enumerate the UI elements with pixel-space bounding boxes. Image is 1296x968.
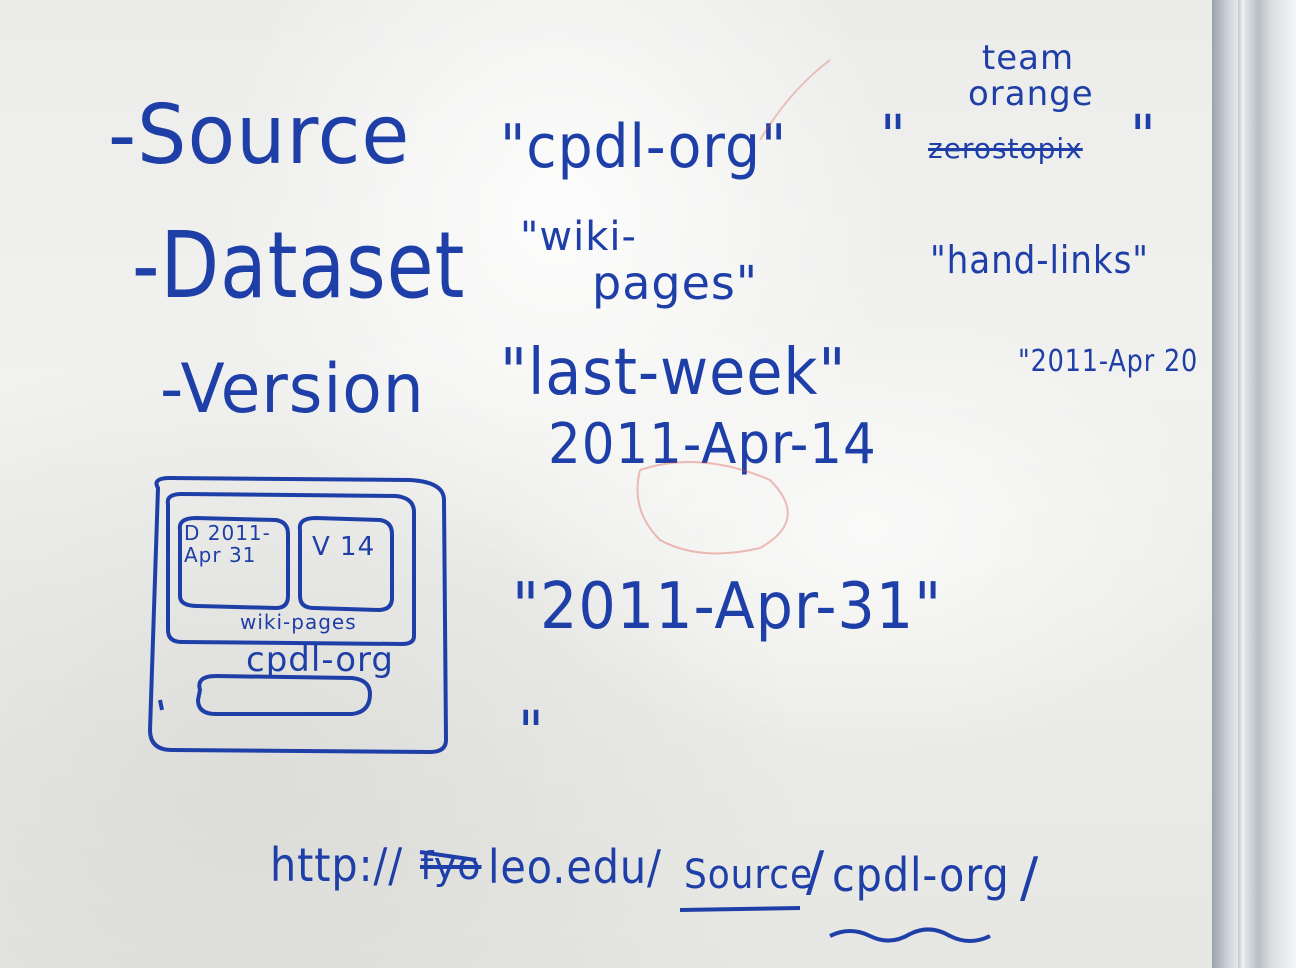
dataset-label: -Dataset [132, 212, 466, 319]
whiteboard-frame [1212, 0, 1296, 968]
version-label: -Version [160, 350, 425, 429]
whiteboard-surface [0, 0, 1240, 968]
source-value-1: "cpdl-org" [500, 112, 788, 182]
dataset-value-1-bottom: pages" [592, 256, 759, 310]
empty-quote: " [518, 700, 545, 765]
source-value-2-quote-close: " [1130, 104, 1157, 169]
dataset-value-2: "hand-links" [930, 238, 1149, 282]
source-value-2-quote-open: " [880, 104, 907, 169]
diagram-dataset-label: wiki-pages [240, 610, 357, 634]
diagram-dataset-box-text: D 2011- Apr 31 [184, 521, 271, 567]
url-host: leo.edu/ [488, 840, 662, 894]
dataset-value-1-top: "wiki- [520, 214, 637, 260]
version-value-1: "last-week" [500, 336, 847, 410]
diagram-source-label: cpdl-org [246, 640, 394, 680]
url-end: / [1020, 846, 1040, 909]
url-seg-source: Source [684, 852, 814, 898]
url-seg-cpdl: cpdl-org [832, 848, 1010, 902]
source-value-2-struck: zerostopix [928, 132, 1083, 165]
date-quote: "2011-Apr-31" [512, 570, 943, 644]
version-value-2: "2011-Apr 20 [1018, 344, 1199, 379]
url-sep: / [806, 840, 826, 903]
url-prefix: http:// [270, 838, 404, 892]
source-label: -Source [108, 88, 411, 183]
url-struck: fyo [420, 844, 482, 888]
source-value-2-above: team orange [968, 38, 1094, 114]
diagram-version-box-text: V 14 [312, 532, 376, 562]
version-value-1-below: 2011-Apr-14 [548, 412, 877, 477]
